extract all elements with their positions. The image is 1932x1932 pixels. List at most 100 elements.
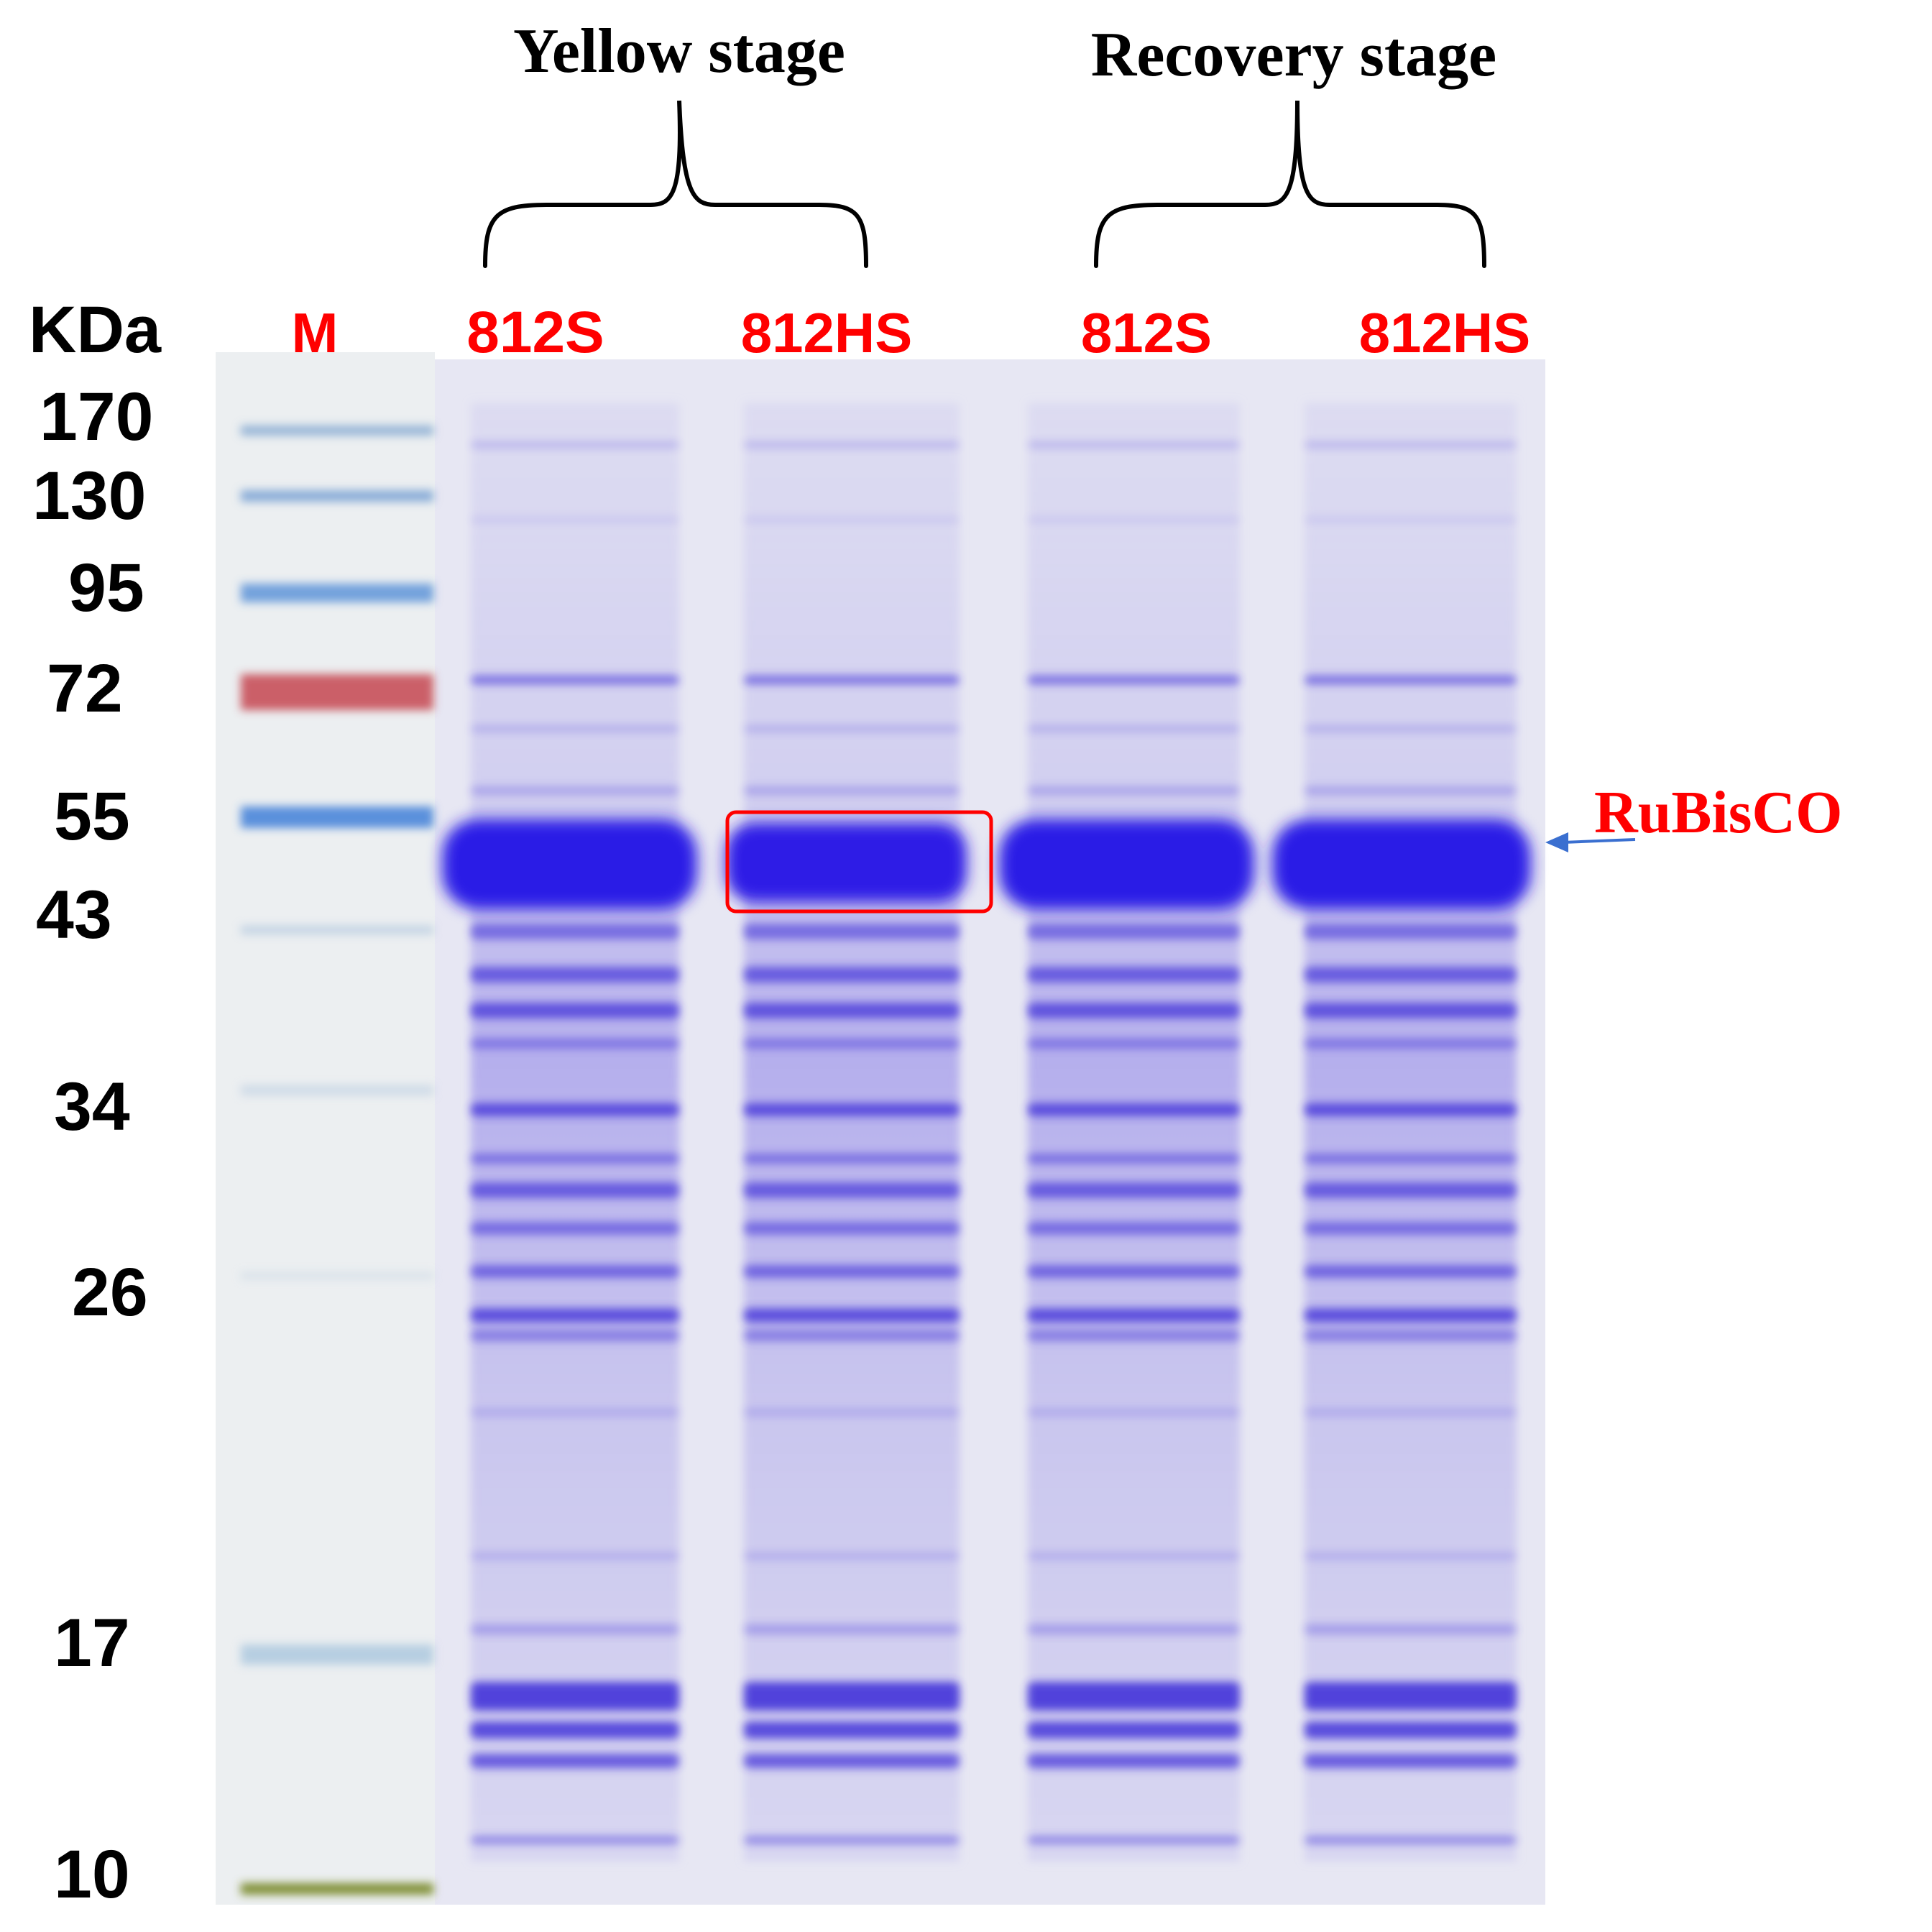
- protein-band: [471, 518, 679, 522]
- protein-band: [1028, 1409, 1240, 1416]
- protein-band: [1028, 1330, 1240, 1341]
- marker-band-170: [241, 426, 433, 436]
- protein-band: [1305, 1836, 1517, 1844]
- protein-band: [1028, 1222, 1240, 1235]
- rubisco-label: RuBisCO: [1594, 779, 1842, 846]
- protein-band: [1305, 676, 1517, 684]
- protein-band: [744, 1103, 960, 1116]
- protein-band: [1028, 787, 1240, 794]
- stage-header-yellow: Yellow stage: [513, 17, 845, 86]
- protein-band: [1305, 1624, 1517, 1634]
- protein-band: [744, 1003, 960, 1018]
- protein-band: [744, 442, 960, 448]
- protein-band: [744, 1039, 960, 1049]
- protein-band: [1305, 442, 1517, 448]
- protein-band: [744, 967, 960, 983]
- protein-band: [1028, 726, 1240, 732]
- protein-band: [744, 1182, 960, 1198]
- protein-band: [471, 1409, 679, 1416]
- protein-band: [744, 676, 960, 684]
- protein-band: [744, 1721, 960, 1739]
- protein-band: [471, 1039, 679, 1049]
- protein-band: [1028, 1308, 1240, 1322]
- marker-size-label: 95: [68, 550, 144, 626]
- marker-band-17: [241, 1644, 433, 1665]
- protein-band: [1028, 518, 1240, 522]
- rubisco-band-lane-4: [1272, 819, 1531, 909]
- protein-band: [1305, 1682, 1517, 1711]
- marker-band-95: [241, 584, 433, 602]
- marker-size-label: 26: [72, 1254, 148, 1330]
- protein-band: [1305, 1308, 1517, 1322]
- protein-band: [744, 1222, 960, 1235]
- protein-band: [744, 1265, 960, 1278]
- marker-size-label: 55: [54, 778, 130, 855]
- protein-band: [471, 1154, 679, 1164]
- protein-band: [744, 1836, 960, 1844]
- protein-band: [1305, 1003, 1517, 1018]
- marker-size-labels: 170 130 95 72 55 43 34 26 17 10: [32, 379, 154, 1913]
- lane-label-recovery-812s: 812S: [1081, 301, 1212, 364]
- protein-band: [471, 1836, 679, 1844]
- protein-band: [1305, 1552, 1517, 1560]
- protein-band: [1305, 1222, 1517, 1235]
- protein-band: [1028, 924, 1240, 939]
- protein-band: [1305, 1265, 1517, 1278]
- protein-band: [471, 967, 679, 983]
- protein-band: [471, 1682, 679, 1711]
- protein-band: [744, 1154, 960, 1164]
- protein-band: [1028, 1721, 1240, 1739]
- protein-band: [1305, 726, 1517, 732]
- protein-band: [1305, 518, 1517, 522]
- protein-band: [471, 442, 679, 448]
- protein-band: [1028, 1103, 1240, 1116]
- protein-band: [471, 676, 679, 684]
- protein-band: [744, 924, 960, 939]
- protein-band: [1028, 1039, 1240, 1049]
- protein-band: [471, 1552, 679, 1560]
- stage-header-recovery: Recovery stage: [1091, 20, 1496, 90]
- lane-smear-1: [471, 402, 679, 1862]
- marker-band-26: [241, 1272, 433, 1279]
- lane-label-recovery-812hs: 812HS: [1359, 301, 1531, 364]
- brace-yellow-stage: [485, 101, 866, 266]
- protein-band: [471, 787, 679, 794]
- marker-size-label: 34: [54, 1069, 130, 1145]
- protein-band: [744, 1754, 960, 1768]
- marker-band-10: [241, 1883, 433, 1895]
- protein-band: [1028, 676, 1240, 684]
- protein-band: [471, 1721, 679, 1739]
- protein-band: [1028, 1003, 1240, 1018]
- protein-band: [1305, 1182, 1517, 1198]
- protein-band: [744, 1330, 960, 1341]
- lane-smear-4: [1305, 402, 1517, 1862]
- protein-band: [471, 1182, 679, 1198]
- lane-smear-2: [744, 402, 960, 1862]
- protein-band: [1028, 1154, 1240, 1164]
- protein-band: [471, 1265, 679, 1278]
- protein-band: [1305, 1154, 1517, 1164]
- protein-band: [744, 1624, 960, 1634]
- lane-smear-3: [1028, 402, 1240, 1862]
- protein-band: [1305, 1409, 1517, 1416]
- protein-band: [471, 1330, 679, 1341]
- marker-band-34: [241, 1085, 433, 1095]
- protein-band: [471, 924, 679, 939]
- protein-band: [1028, 1182, 1240, 1198]
- protein-band: [1028, 1754, 1240, 1768]
- protein-band: [1305, 1039, 1517, 1049]
- marker-band-55: [241, 806, 433, 828]
- protein-band: [744, 787, 960, 794]
- marker-size-label: 17: [54, 1605, 130, 1681]
- marker-size-label: 170: [40, 379, 154, 455]
- brace-recovery-stage: [1096, 101, 1484, 266]
- protein-band: [1305, 967, 1517, 983]
- protein-band: [471, 1003, 679, 1018]
- protein-band: [471, 1308, 679, 1322]
- protein-band: [1028, 1682, 1240, 1711]
- rubisco-band-lane-2: [726, 823, 967, 902]
- marker-size-label: 72: [47, 650, 123, 727]
- protein-band: [1305, 1103, 1517, 1116]
- marker-size-label: 130: [32, 458, 147, 534]
